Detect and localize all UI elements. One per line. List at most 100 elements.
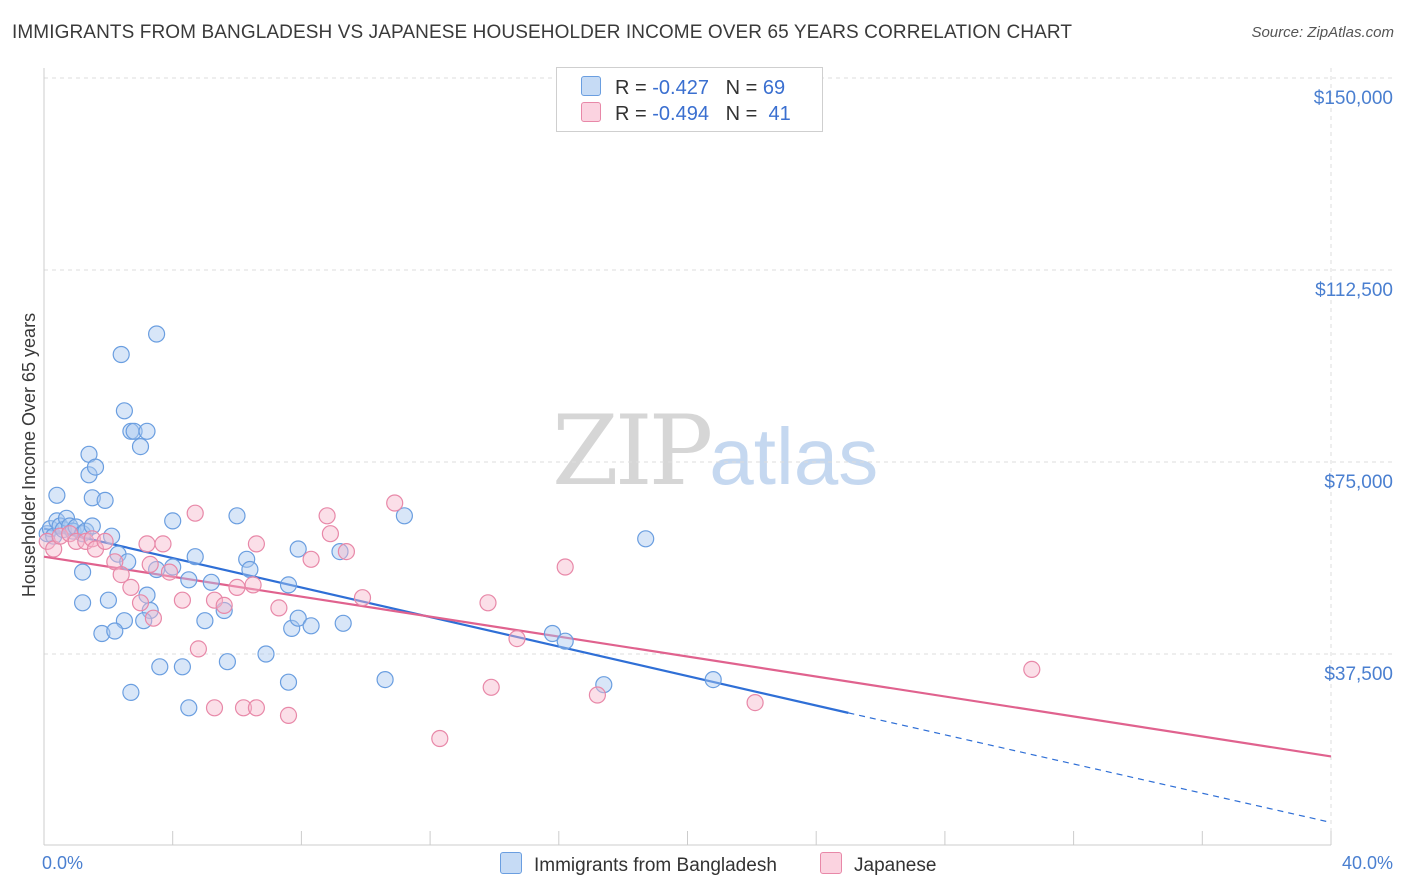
data-point	[164, 512, 182, 530]
bottom-legend-label-bangladesh: Immigrants from Bangladesh	[534, 855, 777, 876]
data-point	[99, 591, 118, 609]
watermark: ZIPatlas	[552, 395, 878, 507]
data-point	[238, 550, 256, 568]
bottom-legend-swatch-bangladesh	[500, 852, 522, 874]
data-point	[48, 486, 66, 504]
data-point	[131, 438, 150, 456]
axes	[43, 68, 1332, 846]
data-point	[138, 422, 156, 440]
data-point	[257, 645, 275, 663]
legend-row-japanese: R = -0.494 N = 41	[581, 102, 791, 128]
data-point	[205, 591, 224, 609]
axis-labels: Householder Income Over 65 years $37,500…	[19, 88, 1393, 873]
data-point	[386, 494, 404, 512]
data-point	[289, 609, 307, 627]
chart-title: IMMIGRANTS FROM BANGLADESH VS JAPANESE H…	[12, 22, 1073, 43]
x-tick-label: 40.0%	[1342, 853, 1393, 873]
data-point	[543, 624, 562, 643]
data-point	[556, 632, 574, 650]
data-point	[302, 617, 320, 635]
series-japanese-points	[38, 494, 1041, 748]
data-point	[122, 683, 140, 702]
data-point	[96, 491, 114, 509]
data-point	[746, 693, 764, 712]
data-point	[279, 576, 298, 594]
x-tick-label: 0.0%	[42, 853, 83, 873]
watermark-zip: ZIP	[552, 395, 713, 507]
y-axis-label: Householder Income Over 65 years	[19, 313, 39, 597]
legend-n-value: 69	[762, 77, 786, 99]
data-point	[704, 670, 722, 689]
data-point	[144, 609, 162, 627]
legend-r-value: -0.494	[652, 103, 709, 125]
data-point	[186, 548, 204, 566]
data-point	[93, 624, 111, 643]
legend-r-label: R =	[615, 77, 647, 99]
data-point	[141, 555, 159, 574]
data-point	[83, 517, 101, 535]
data-point	[180, 571, 198, 589]
data-point	[334, 614, 352, 632]
data-point	[318, 507, 336, 525]
data-point	[186, 504, 204, 522]
data-point	[241, 560, 259, 579]
data-point	[595, 676, 613, 694]
legend-n-label: N =	[725, 103, 758, 125]
legend-row-bangladesh: R = -0.427 N = 69	[581, 76, 785, 102]
data-point	[279, 673, 298, 691]
data-point	[508, 629, 526, 648]
data-point	[556, 558, 574, 576]
data-point	[112, 345, 130, 364]
data-point	[215, 596, 233, 615]
data-point	[112, 565, 130, 584]
data-point	[173, 658, 191, 676]
data-point	[83, 530, 101, 548]
legend-r-label: R =	[615, 103, 647, 125]
data-points	[38, 325, 1041, 748]
data-point	[96, 532, 114, 551]
data-point	[180, 699, 198, 717]
data-point	[247, 535, 265, 553]
data-point	[637, 530, 655, 548]
data-point	[279, 706, 298, 725]
data-point	[270, 599, 288, 617]
data-point	[283, 619, 301, 638]
data-point	[151, 658, 169, 676]
data-point	[1023, 660, 1041, 679]
data-point	[218, 653, 236, 671]
data-point	[431, 729, 449, 748]
trend-line-extension-bangladesh	[848, 712, 1332, 824]
legend-n-value: 41	[768, 103, 791, 125]
data-point	[173, 591, 191, 609]
y-tick-label: $112,500	[1315, 280, 1393, 301]
data-point	[196, 612, 214, 630]
data-point	[83, 489, 101, 507]
y-tick-label: $150,000	[1314, 88, 1393, 109]
data-point	[376, 670, 394, 689]
data-point	[154, 535, 172, 553]
y-tick-label: $37,500	[1324, 664, 1393, 685]
data-point	[148, 325, 166, 343]
bottom-legend-swatch-japanese	[820, 852, 842, 874]
data-point	[302, 550, 320, 568]
data-point	[588, 686, 607, 704]
data-point	[337, 542, 355, 561]
trend-lines	[43, 527, 1332, 824]
bottom-legend-bangladesh: Immigrants from Bangladesh	[500, 852, 777, 877]
data-point	[331, 542, 349, 561]
data-point	[228, 507, 246, 525]
legend-swatch-bangladesh	[581, 76, 601, 96]
data-point	[353, 589, 372, 607]
correlation-legend: R = -0.427 N = 69 R = -0.494 N = 41	[556, 67, 823, 132]
bottom-legend-japanese: Japanese	[820, 852, 936, 877]
data-point	[234, 699, 253, 717]
watermark-atlas: atlas	[709, 412, 879, 501]
data-point	[321, 525, 339, 543]
data-point	[289, 540, 307, 558]
series-bangladesh-points	[38, 325, 722, 717]
chart-source: Source: ZipAtlas.com	[1251, 24, 1394, 41]
data-point	[86, 458, 105, 476]
data-point	[482, 678, 500, 696]
data-point	[202, 573, 220, 591]
